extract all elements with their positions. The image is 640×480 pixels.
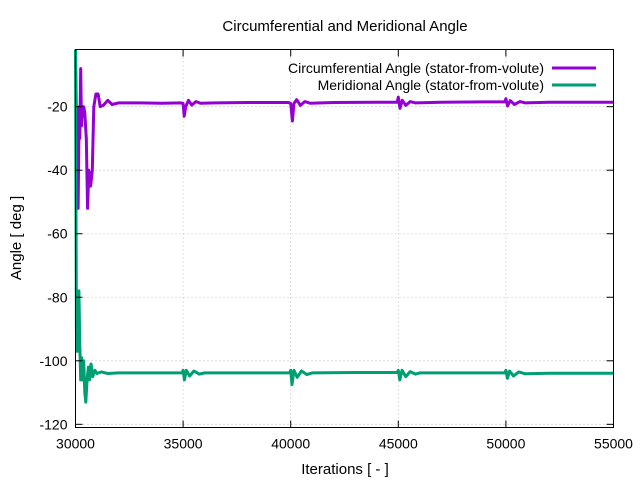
series-lines [74, 49, 614, 404]
legend-label-1: Circumferential Angle (stator-from-volut… [288, 60, 544, 76]
x-tick-label: 35000 [164, 436, 203, 452]
y-tick-label: -120 [39, 416, 67, 432]
x-tick-label: 40000 [271, 436, 310, 452]
y-tick-label: -80 [47, 289, 67, 305]
plot-frame [75, 49, 614, 428]
y-tick-label: -40 [47, 162, 67, 178]
x-tick-label: 30000 [56, 436, 95, 452]
x-tick-label: 50000 [486, 436, 525, 452]
series-line-2 [74, 49, 614, 404]
grid [75, 49, 614, 428]
y-tick-label: -60 [47, 226, 67, 242]
legend-label-2: Meridional Angle (stator-from-volute) [318, 77, 544, 93]
axis-ticks: 30000 35000 40000 45000 50000 55000 -20 -40 -60 -… [39, 49, 633, 452]
x-tick-label: 55000 [594, 436, 633, 452]
y-tick-label: -20 [47, 99, 67, 115]
x-tick-label: 45000 [379, 436, 418, 452]
legend: Circumferential Angle (stator-from-volut… [288, 60, 596, 93]
y-axis-label: Angle [ deg ] [8, 196, 25, 280]
x-axis-label: Iterations [ - ] [301, 461, 389, 478]
series-line-1 [74, 49, 614, 210]
y-tick-label: -100 [39, 353, 67, 369]
chart-title: Circumferential and Meridional Angle [222, 18, 467, 35]
